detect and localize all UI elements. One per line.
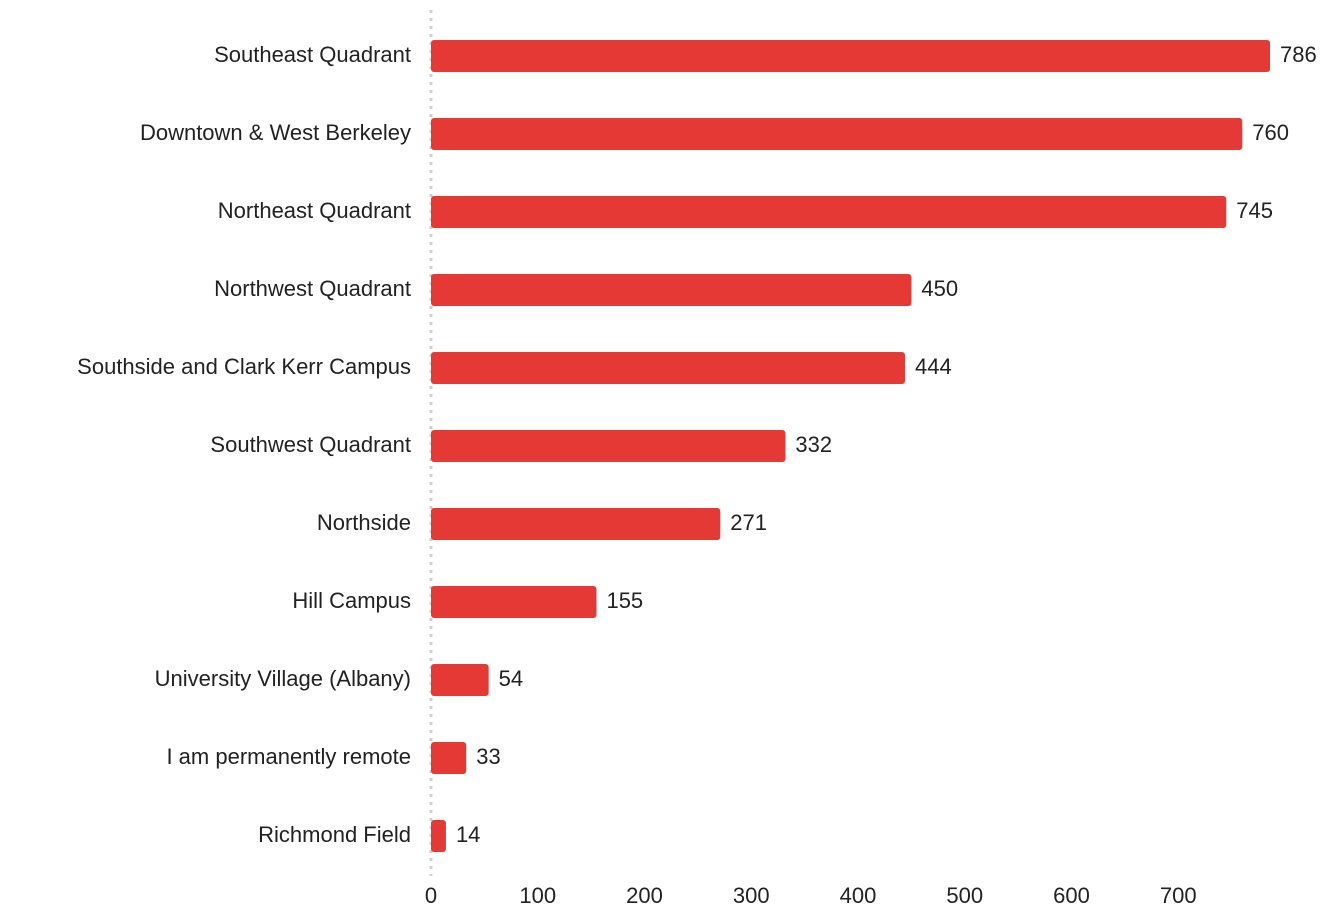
- bar: [431, 586, 597, 618]
- bar: [431, 196, 1227, 228]
- y-tick-label: Southeast Quadrant: [214, 42, 411, 67]
- y-tick-label: Southside and Clark Kerr Campus: [77, 354, 411, 379]
- x-tick-label: 300: [733, 883, 770, 908]
- y-tick-label: Downtown & West Berkeley: [140, 120, 411, 145]
- bar: [431, 118, 1243, 150]
- value-label: 786: [1280, 42, 1317, 67]
- value-label: 450: [921, 276, 958, 301]
- bar: [431, 274, 912, 306]
- y-tick-label: Richmond Field: [258, 822, 411, 847]
- value-label: 14: [456, 822, 480, 847]
- y-tick-label: University Village (Albany): [155, 666, 411, 691]
- bar: [431, 430, 786, 462]
- y-tick-label: Northeast Quadrant: [218, 198, 411, 223]
- bar: [431, 742, 467, 774]
- x-tick-label: 500: [946, 883, 983, 908]
- bar: [431, 508, 721, 540]
- bar: [431, 352, 905, 384]
- value-label: 155: [606, 588, 643, 613]
- value-label: 745: [1236, 198, 1273, 223]
- x-tick-label: 0: [425, 883, 437, 908]
- y-tick-label: Northwest Quadrant: [214, 276, 411, 301]
- value-label: 271: [730, 510, 767, 535]
- x-tick-label: 200: [626, 883, 663, 908]
- x-tick-label: 600: [1053, 883, 1090, 908]
- value-label: 332: [795, 432, 832, 457]
- y-tick-label: Northside: [317, 510, 411, 535]
- value-label: 33: [476, 744, 500, 769]
- bar: [431, 664, 489, 696]
- y-tick-label: I am permanently remote: [166, 744, 411, 769]
- bar: [431, 820, 446, 852]
- value-label: 54: [499, 666, 523, 691]
- y-tick-label: Hill Campus: [292, 588, 411, 613]
- value-label: 760: [1252, 120, 1289, 145]
- x-tick-label: 400: [840, 883, 877, 908]
- x-tick-label: 100: [519, 883, 556, 908]
- y-tick-label: Southwest Quadrant: [210, 432, 411, 457]
- bar: [431, 40, 1271, 72]
- x-tick-label: 700: [1160, 883, 1197, 908]
- value-label: 444: [915, 354, 952, 379]
